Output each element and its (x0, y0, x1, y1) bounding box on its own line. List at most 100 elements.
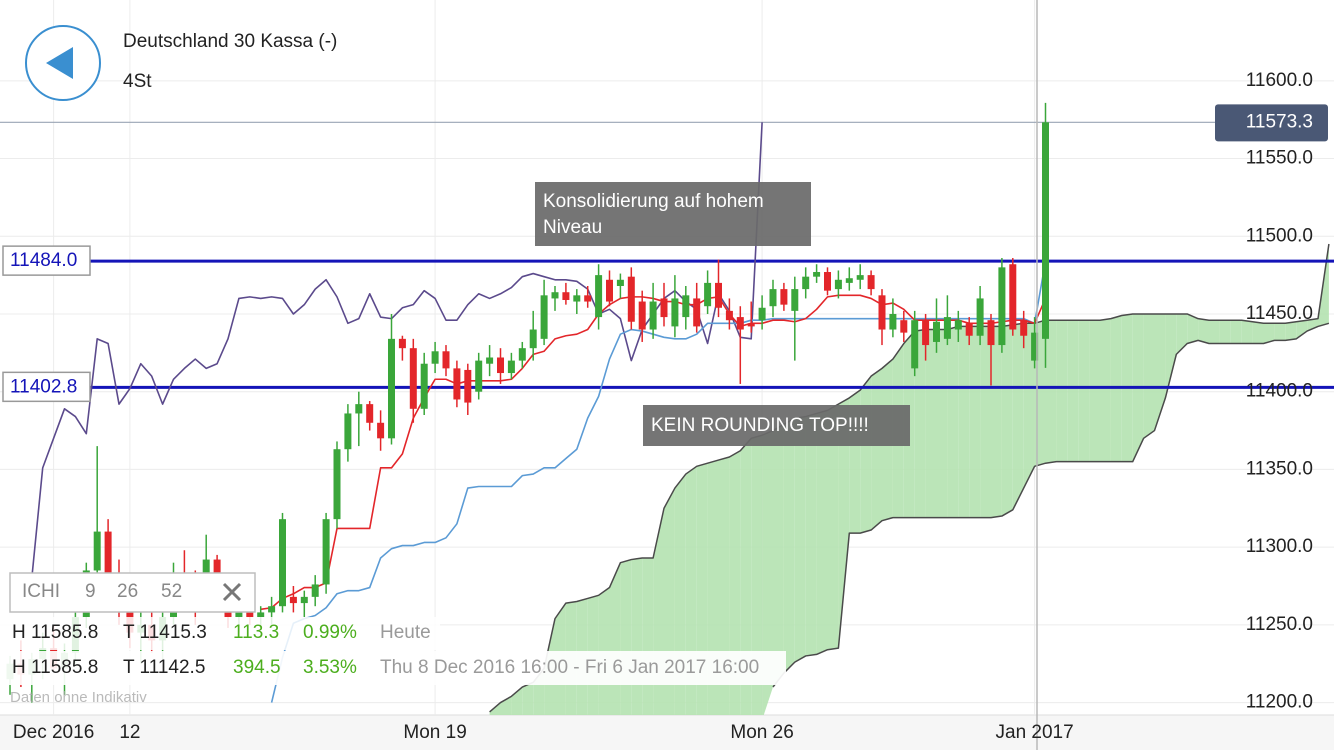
candle-body (802, 276, 810, 290)
annotation-box (535, 182, 811, 246)
y-tick-label: 11350.0 (1246, 458, 1313, 479)
cloud-fill (1252, 321, 1264, 344)
note: Daten ohne Indikativ (10, 689, 147, 706)
close-icon[interactable] (222, 582, 242, 602)
y-tick-label: 11600.0 (1246, 70, 1313, 91)
y-tick-label: 11550.0 (1246, 148, 1313, 169)
indicator-box[interactable] (9, 572, 256, 613)
cloud-fill (827, 404, 839, 650)
cloud-fill (947, 326, 959, 518)
candle-body (878, 295, 886, 330)
candle-body (758, 307, 766, 321)
axes: 11200.0 11250.0 11300.0 11350.0 11400.0 11450… (2, 70, 1328, 743)
candle-body (780, 289, 788, 305)
stat-change-pct: 3.53% (303, 657, 357, 678)
cloud-fill (1089, 320, 1100, 462)
cloud-fill (642, 558, 654, 715)
candle-body (922, 320, 930, 346)
annotation-text: Konsolidierung auf hohem (543, 191, 764, 212)
cloud-fill (751, 435, 763, 715)
indicator-line (270, 260, 1047, 703)
candle-body (268, 606, 276, 613)
candle-body (442, 351, 450, 369)
back-button[interactable] (25, 25, 101, 101)
candle-body (507, 360, 515, 374)
candle-body (649, 301, 657, 330)
cloud-fill (762, 430, 773, 715)
candle-body (725, 310, 733, 321)
candle-body (1031, 332, 1039, 361)
indicator-param: 26 (117, 581, 138, 602)
candle-body (246, 609, 254, 618)
cloud-fill (914, 329, 926, 518)
x-tick-label: Mon 26 (730, 722, 793, 743)
candle-body (93, 531, 101, 571)
candle-body (638, 301, 646, 330)
cloud-fill (936, 329, 948, 518)
title: Deutschland 30 Kassa (-) (123, 31, 337, 52)
indicator-line (31, 122, 763, 579)
candle-body (627, 276, 635, 322)
y-tick-label: 11450.0 (1246, 303, 1313, 324)
cloud-fill (958, 326, 970, 518)
level-label-box (2, 245, 91, 276)
candle-body (104, 531, 112, 574)
stat-period: Heute (380, 622, 431, 643)
candle-body (998, 267, 1006, 346)
cloud-fill (783, 418, 795, 674)
candle-body (965, 323, 973, 336)
y-tick-label: 11200.0 (1246, 692, 1313, 713)
cloud-fill (860, 376, 872, 534)
candle-body (900, 320, 908, 333)
cloud-fill (1045, 320, 1057, 464)
level-label: 11484.0 (10, 250, 77, 271)
cloud-fill (1067, 320, 1079, 462)
cloud-fill (1209, 320, 1220, 344)
x-tick-label: Mon 19 (403, 722, 466, 743)
candle-body (377, 422, 385, 439)
cloud-fill (620, 559, 632, 715)
candle-body (845, 278, 853, 283)
candle-body (497, 357, 504, 374)
candle-body (1042, 122, 1049, 339)
candle-body (562, 292, 570, 300)
cloud-fill (664, 488, 675, 715)
stat-change-pct: 0.99% (303, 622, 357, 643)
candle-body (791, 289, 799, 311)
cloud-fill (1165, 313, 1177, 398)
indicator-name: ICHI (22, 581, 60, 602)
annotation-text: Niveau (543, 217, 602, 238)
candle-body (366, 404, 374, 423)
stat-change: 394.5 (233, 657, 281, 678)
last-price-label: 11573.3 (1246, 111, 1313, 132)
cloud-fill (1296, 320, 1308, 339)
last-price-box (1215, 104, 1328, 142)
candle-body (475, 360, 483, 392)
level-label: 11402.8 (10, 376, 77, 397)
cloud-fill (740, 438, 752, 715)
candle-body (736, 317, 744, 330)
cloud-fill (718, 456, 730, 715)
candle-body (616, 279, 624, 286)
candle-body (813, 272, 821, 277)
cloud-fill (1176, 313, 1188, 355)
cloud-fill (1143, 313, 1155, 439)
y-tick-label: 11250.0 (1246, 614, 1313, 635)
candle-body (595, 275, 603, 318)
back-arrow[interactable] (46, 47, 73, 79)
annotation-text: KEIN ROUNDING TOP!!!! (651, 415, 869, 436)
x-axis-band (0, 715, 1334, 750)
stat-low: T 11142.5 (123, 657, 205, 678)
x-tick-label: Dec 2016 (13, 722, 94, 743)
close-indicator[interactable] (222, 582, 242, 602)
candle-body (486, 357, 494, 364)
candle-body (344, 413, 352, 450)
candle-body (333, 449, 341, 520)
cloud-line (489, 243, 1330, 713)
candle-body (715, 282, 722, 308)
candle-body (409, 348, 417, 409)
cloud-fill (925, 329, 937, 518)
cloud-fill (794, 416, 806, 663)
